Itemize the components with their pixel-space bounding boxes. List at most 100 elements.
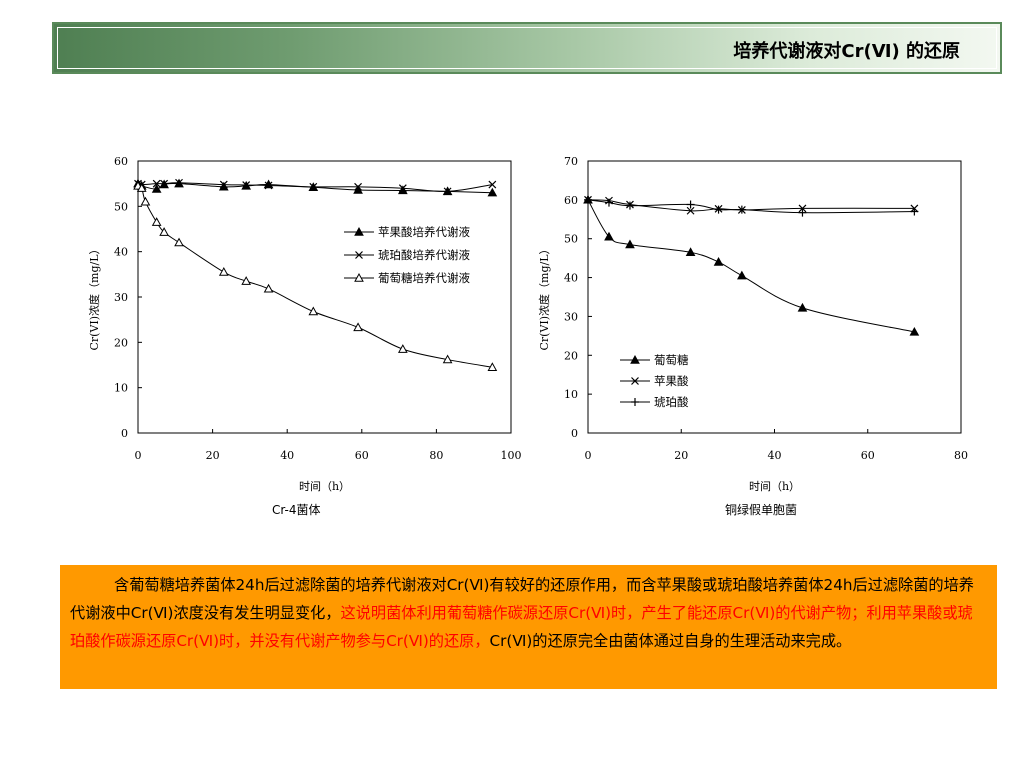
legend-marker	[355, 251, 363, 259]
data-point	[264, 181, 273, 190]
chart-right-svg: 0 10 20 30 40 50 60 70 0 20 40 60 80 时间（h） Cr(VI)浓度（mg…	[537, 155, 968, 493]
caption-right: 铜绿假单胞菌	[725, 503, 798, 517]
data-point	[686, 206, 695, 215]
legend-label: 苹果酸	[654, 374, 689, 388]
data-point	[737, 205, 746, 214]
y-tick-label: 10	[114, 382, 128, 395]
data-point	[151, 184, 162, 193]
y-tick-label: 60	[114, 155, 128, 168]
data-point	[487, 362, 498, 371]
x-tick-label: 40	[280, 449, 294, 462]
data-point	[685, 247, 696, 257]
banner-inner-border	[57, 27, 997, 69]
plot-area	[137, 160, 512, 434]
data-point	[625, 201, 634, 210]
y-tick-label: 50	[114, 200, 128, 213]
data-point	[140, 196, 151, 206]
data-point	[398, 184, 407, 193]
data-point	[488, 180, 497, 189]
y-axis-label: Cr(VI)浓度（mg/L）	[87, 243, 101, 350]
data-point	[713, 256, 724, 266]
y-tick-label: 0	[571, 427, 578, 440]
note-part2: 这说明菌体利用葡萄糖作碳源还原Cr(Ⅵ)时，产生了能还原Cr(Ⅵ)的代谢产物；利…	[70, 604, 973, 650]
data-point	[174, 237, 184, 247]
x-tick-label: 0	[135, 449, 142, 462]
x-tick-label: 60	[355, 449, 369, 462]
legend-label: 葡萄糖培养代谢液	[378, 271, 470, 285]
y-tick-label: 50	[564, 233, 578, 246]
legend-marker	[354, 272, 364, 282]
y-tick-label: 70	[564, 155, 578, 168]
data-point	[136, 183, 147, 192]
data-point	[151, 217, 162, 226]
data-point	[175, 178, 183, 187]
data-point	[263, 283, 274, 293]
legend-marker	[354, 226, 364, 236]
data-point	[798, 208, 807, 217]
y-tick-label: 20	[564, 349, 578, 362]
data-point	[160, 179, 169, 188]
x-tick-label: 40	[768, 449, 782, 462]
data-point	[397, 344, 408, 353]
chart-left-svg: 0 10 20 30 40 50 60 0 20 40 60 80 100 时间（h） Cr(VI)浓度（m…	[87, 155, 522, 493]
x-tick-label: 80	[954, 449, 968, 462]
x-tick-label: 80	[429, 449, 443, 462]
legend-label: 琥珀酸	[654, 395, 689, 409]
data-point	[737, 270, 747, 280]
data-point	[910, 207, 919, 216]
y-tick-label: 30	[564, 310, 578, 323]
note-part3: Cr(Ⅵ)的还原完全由菌体通过自身的生理活动来完成。	[489, 632, 852, 650]
y-axis-label: Cr(VI)浓度（mg/L）	[537, 243, 551, 350]
title-banner: 培养代谢液对Cr(Ⅵ) 的还原	[52, 22, 1002, 74]
y-tick-label: 0	[121, 427, 128, 440]
legend-marker	[631, 377, 639, 385]
legend-marker	[630, 354, 640, 364]
x-axis-label: 时间（h）	[299, 480, 350, 493]
data-point	[218, 267, 229, 276]
data-point	[242, 181, 251, 189]
legend-label: 苹果酸培养代谢液	[378, 225, 470, 239]
data-point	[308, 306, 319, 316]
y-tick-label: 10	[564, 388, 578, 401]
x-tick-label: 20	[206, 449, 220, 462]
y-tick-label: 60	[564, 194, 578, 207]
data-point	[309, 182, 318, 191]
data-point	[354, 182, 362, 191]
data-point	[584, 195, 592, 204]
legend-label: 琥珀酸培养代谢液	[378, 248, 470, 262]
data-point	[797, 302, 808, 312]
data-point	[604, 231, 614, 241]
data-point	[714, 205, 723, 214]
y-tick-label: 30	[114, 291, 128, 304]
data-point	[686, 200, 695, 209]
data-point	[219, 180, 228, 189]
data-point	[487, 187, 498, 197]
data-point	[152, 179, 161, 188]
plot-area	[587, 160, 962, 434]
legend-label: 葡萄糖	[654, 353, 689, 367]
x-tick-label: 100	[501, 449, 522, 462]
y-tick-label: 40	[564, 272, 578, 285]
slide-title: 培养代谢液对Cr(Ⅵ) 的还原	[733, 41, 960, 62]
x-tick-label: 60	[861, 449, 875, 462]
conclusion-note: 含葡萄糖培养菌体24h后过滤除菌的培养代谢液对Cr(Ⅵ)有较好的还原作用，而含苹…	[60, 565, 997, 689]
chart-right: 0 10 20 30 40 50 60 70 0 20 40 60 80 时间（h） Cr(VI)浓度（mg…	[530, 150, 980, 499]
x-axis-label: 时间（h）	[749, 480, 800, 493]
data-point	[442, 354, 453, 364]
y-tick-label: 40	[114, 246, 128, 259]
chart-left: 0 10 20 30 40 50 60 0 20 40 60 80 100 时间（h） Cr(VI)浓度（m…	[80, 150, 530, 499]
caption-left: Cr-4菌体	[272, 503, 321, 517]
data-point	[443, 187, 452, 196]
data-point	[604, 198, 613, 207]
x-tick-label: 0	[585, 449, 592, 462]
data-point	[159, 227, 169, 236]
legend-marker	[631, 398, 639, 406]
data-point	[353, 322, 363, 332]
x-tick-label: 20	[674, 449, 688, 462]
data-point	[798, 204, 807, 213]
data-point	[909, 326, 920, 336]
data-point	[241, 276, 252, 285]
note-part1: 含葡萄糖培养菌体24h后过滤除菌的培养代谢液对Cr(Ⅵ)有较好的还原作用，而含苹…	[70, 576, 974, 622]
data-point	[625, 239, 635, 249]
y-tick-label: 20	[114, 336, 128, 349]
